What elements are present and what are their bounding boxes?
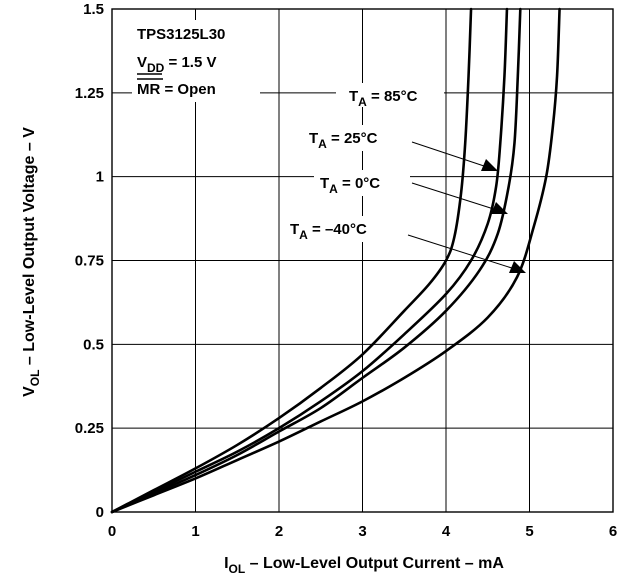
y-tick-label: 0	[96, 504, 104, 521]
label-bg-m40	[284, 216, 404, 242]
y-tick-label: 0.25	[75, 420, 104, 437]
x-axis-title: IOL – Low-Level Output Current – mA	[224, 555, 504, 576]
vdd-label: VDD = 1.5 V	[137, 54, 216, 75]
series-curves	[110, 7, 561, 514]
series-label-0c: TA = 0°C	[320, 175, 380, 196]
x-tick-label: 4	[442, 523, 451, 540]
y-tick-label: 0.5	[83, 336, 104, 353]
arrow-25c	[411, 141, 491, 169]
series-curve-0c	[110, 7, 522, 514]
arrowhead-m40c	[509, 261, 526, 273]
mr-label: MR = Open	[137, 81, 216, 98]
tick-labels: 0 1 2 3 4 5 6 0 0.25 0.5 0.75 1 1.25 1.5	[75, 1, 617, 540]
label-bg-0	[314, 170, 410, 196]
series-label-m40c: TA = –40°C	[290, 221, 367, 242]
label-bg-85	[336, 83, 444, 107]
series-label-85c: TA = 85°C	[349, 88, 418, 109]
y-tick-label: 1.25	[75, 85, 104, 102]
arrow-m40c	[407, 234, 519, 271]
plot-frame	[111, 8, 614, 513]
device-label: TPS3125L30	[137, 26, 225, 43]
series-curve-m40c	[110, 7, 561, 514]
x-tick-label: 5	[525, 523, 533, 540]
x-tick-label: 1	[191, 523, 199, 540]
conditions-box	[132, 20, 260, 102]
arrow-0c	[411, 182, 501, 212]
x-tick-label: 0	[108, 523, 116, 540]
x-tick-label: 2	[275, 523, 283, 540]
series-label-25c: TA = 25°C	[309, 130, 378, 151]
x-tick-label: 6	[609, 523, 617, 540]
y-axis-title: VOL – Low-Level Output Voltage – V	[21, 127, 42, 397]
arrowhead-0c	[491, 202, 508, 214]
arrowhead-25c	[481, 159, 498, 171]
series-curve-85c	[110, 7, 473, 514]
label-bg-25	[303, 125, 409, 151]
y-tick-label: 1.5	[83, 1, 104, 18]
y-tick-label: 0.75	[75, 253, 104, 270]
y-tick-label: 1	[96, 169, 104, 186]
series-curve-25c	[110, 7, 509, 514]
x-tick-label: 3	[358, 523, 366, 540]
